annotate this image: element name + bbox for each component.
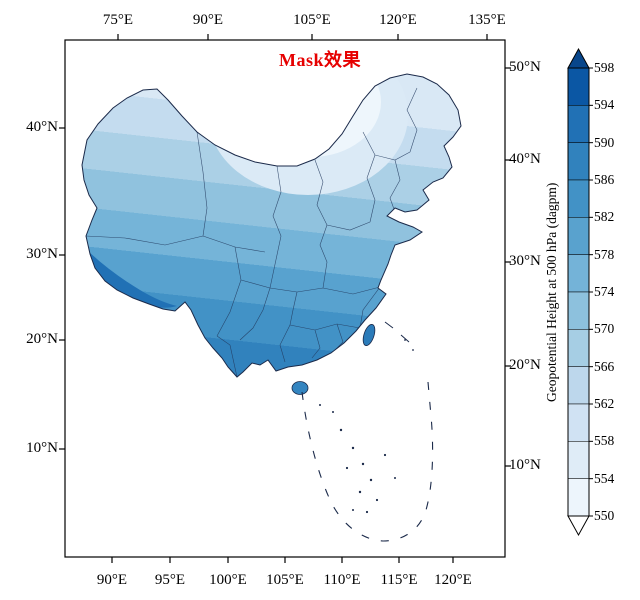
bottom-axis-label: 110°E (323, 572, 361, 588)
left-axis-label: 10°N (26, 440, 58, 456)
colorbar-tick-label: 574 (594, 284, 615, 299)
colorbar-tick-label: 566 (594, 359, 615, 374)
province-borders (85, 87, 418, 377)
right-axis-label: 40°N (509, 151, 541, 167)
colorbar-under-cap (567, 515, 590, 537)
left-axis-label: 40°N (26, 119, 58, 135)
southwest-high-patch (87, 250, 177, 308)
colorbar-band (567, 291, 590, 330)
china-contour-map (81, 73, 462, 542)
top-axis-label: 135°E (468, 12, 506, 28)
colorbar-band (567, 254, 590, 293)
plot-title: Mask效果 (278, 50, 361, 70)
right-axis-label: 30°N (509, 253, 541, 269)
axis-ticks (59, 34, 511, 563)
colorbar-band (567, 105, 590, 143)
colorbar-band (567, 366, 590, 405)
colorbar-tick-label: 558 (594, 433, 615, 448)
colorbar-tick-label: 578 (594, 247, 615, 262)
colorbar-band (567, 441, 590, 479)
colorbar-tick-label: 570 (594, 321, 615, 336)
dash-segments-east-of-taiwan (384, 321, 410, 343)
top-axis-label: 120°E (379, 12, 417, 28)
plot-frame (64, 39, 506, 558)
top-axis-label: 105°E (293, 12, 331, 28)
left-axis-label: 30°N (26, 246, 58, 262)
right-axis-label: 10°N (509, 457, 541, 473)
colorbar-band (567, 142, 590, 181)
colorbar-band (567, 67, 590, 106)
colorbar (567, 47, 593, 537)
bottom-axis-label: 120°E (434, 572, 472, 588)
right-axis-label: 20°N (509, 357, 541, 373)
hainan-island (291, 381, 309, 395)
top-axis-label: 90°E (192, 12, 224, 28)
colorbar-tick-label: 590 (594, 135, 615, 150)
colorbar-band (567, 329, 590, 367)
left-axis-label: 20°N (26, 331, 58, 347)
bottom-axis-label: 95°E (154, 572, 186, 588)
top-axis-label: 75°E (102, 12, 134, 28)
colorbar-band (567, 478, 590, 517)
colorbar-tick-label: 582 (594, 209, 615, 224)
colorbar-ticks (589, 67, 593, 517)
colorbar-axis-title: Geopotential Height at 500 hPa (dagpm) (544, 182, 559, 402)
colorbar-tick-label: 550 (594, 508, 615, 523)
colorbar-band (567, 179, 590, 218)
taiwan-island (362, 324, 376, 346)
bottom-axis-label: 90°E (96, 572, 128, 588)
bottom-axis-label: 105°E (266, 572, 304, 588)
colorbar-tick-label: 594 (594, 97, 615, 112)
colorbar-tick-label: 554 (594, 471, 615, 486)
bottom-axis-label: 100°E (209, 572, 247, 588)
island-dots (319, 339, 414, 514)
right-axis-label: 50°N (509, 59, 541, 75)
colorbar-tick-label: 586 (594, 172, 615, 187)
colorbar-band (567, 403, 590, 442)
colorbar-tick-label: 562 (594, 396, 615, 411)
bottom-axis-label: 115°E (380, 572, 418, 588)
colorbar-band (567, 217, 590, 255)
colorbar-tick-label: 598 (594, 60, 615, 75)
nine-dash-line (301, 381, 434, 542)
colorbar-over-cap (567, 47, 590, 69)
